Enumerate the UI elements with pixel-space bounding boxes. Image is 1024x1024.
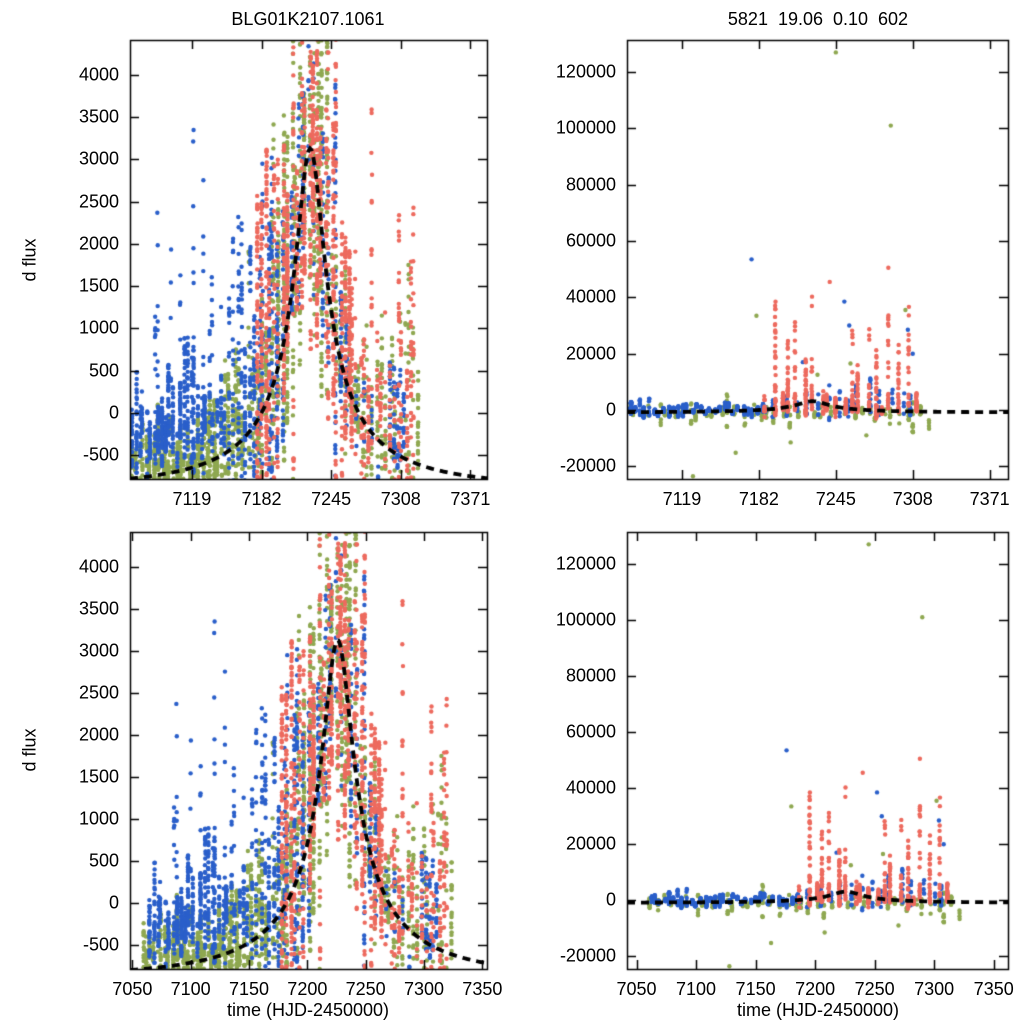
x-tick-label: 7119: [662, 489, 702, 509]
x-axis-label-left: time (HJD-2450000): [226, 1000, 390, 1020]
y-tick-label: 2500: [78, 682, 119, 703]
y-tick-label: 1500: [78, 275, 119, 296]
x-tick-label: 7245: [815, 489, 856, 509]
y-tick-label: 40000: [565, 286, 616, 307]
y-tick-label: 500: [88, 850, 119, 871]
y-tick-label: 0: [108, 892, 119, 913]
y-axis-label-bottom: d flux: [19, 728, 40, 772]
x-tick-label: 7100: [676, 979, 717, 999]
y-tick-label: 1000: [78, 808, 119, 829]
y-tick-label: -20000: [559, 455, 616, 476]
y-tick-label: 60000: [565, 721, 616, 742]
y-tick-label: 3500: [78, 106, 119, 127]
x-tick-label: 7245: [311, 489, 352, 509]
x-tick-label: 7371: [969, 489, 1010, 509]
x-tick-label: 7250: [854, 979, 895, 999]
y-tick-label: 2000: [78, 233, 119, 254]
y-tick-label: -20000: [559, 945, 616, 966]
x-tick-label: 7050: [112, 979, 153, 999]
y-tick-label: 4000: [78, 64, 119, 85]
plot-title-left: BLG01K2107.1061: [231, 9, 385, 29]
y-tick-label: 0: [605, 889, 616, 910]
x-tick-label: 7119: [172, 489, 212, 509]
y-tick-label: 3000: [78, 640, 119, 661]
x-tick-label: 7308: [892, 489, 933, 509]
x-tick-label: 7182: [738, 489, 779, 509]
y-tick-label: 20000: [565, 343, 616, 364]
x-tick-label: 7050: [616, 979, 657, 999]
y-tick-label: 20000: [565, 833, 616, 854]
y-tick-label: 1500: [78, 766, 119, 787]
plot-title-right: 5821 19.06 0.10 602: [727, 9, 909, 29]
x-tick-label: 7300: [403, 979, 445, 999]
x-tick-label: 7350: [973, 979, 1014, 999]
y-axis-label-top: d flux: [19, 238, 40, 282]
x-tick-label: 7250: [345, 979, 386, 999]
y-tick-label: 500: [88, 360, 119, 381]
x-tick-label: 7200: [287, 979, 328, 999]
y-tick-label: 100000: [555, 117, 616, 138]
y-tick-label: 120000: [555, 553, 616, 574]
y-tick-label: 60000: [565, 230, 616, 251]
y-tick-label: -500: [82, 934, 119, 955]
y-tick-label: 80000: [565, 174, 616, 195]
y-tick-label: -500: [82, 444, 119, 465]
x-tick-label: 7308: [380, 489, 421, 509]
x-axis-label-right: time (HJD-2450000): [736, 1000, 900, 1020]
x-tick-label: 7200: [795, 979, 836, 999]
y-tick-label: 4000: [78, 556, 119, 577]
y-tick-label: 100000: [555, 609, 616, 630]
y-tick-label: 0: [108, 402, 119, 423]
y-tick-label: 1000: [78, 317, 119, 338]
x-tick-label: 7350: [462, 979, 503, 999]
x-tick-label: 7182: [241, 489, 282, 509]
y-tick-label: 3500: [78, 598, 119, 619]
y-tick-label: 80000: [565, 665, 616, 686]
y-tick-label: 40000: [565, 777, 616, 798]
y-tick-label: 3000: [78, 148, 119, 169]
x-tick-label: 7300: [914, 979, 955, 999]
x-tick-label: 7100: [170, 979, 211, 999]
x-tick-label: 7150: [735, 979, 776, 999]
y-tick-label: 0: [605, 399, 616, 420]
y-tick-label: 2000: [78, 724, 119, 745]
y-tick-label: 120000: [555, 61, 616, 82]
x-tick-label: 7371: [450, 489, 491, 509]
y-tick-label: 2500: [78, 191, 119, 212]
x-tick-label: 7150: [228, 979, 270, 999]
